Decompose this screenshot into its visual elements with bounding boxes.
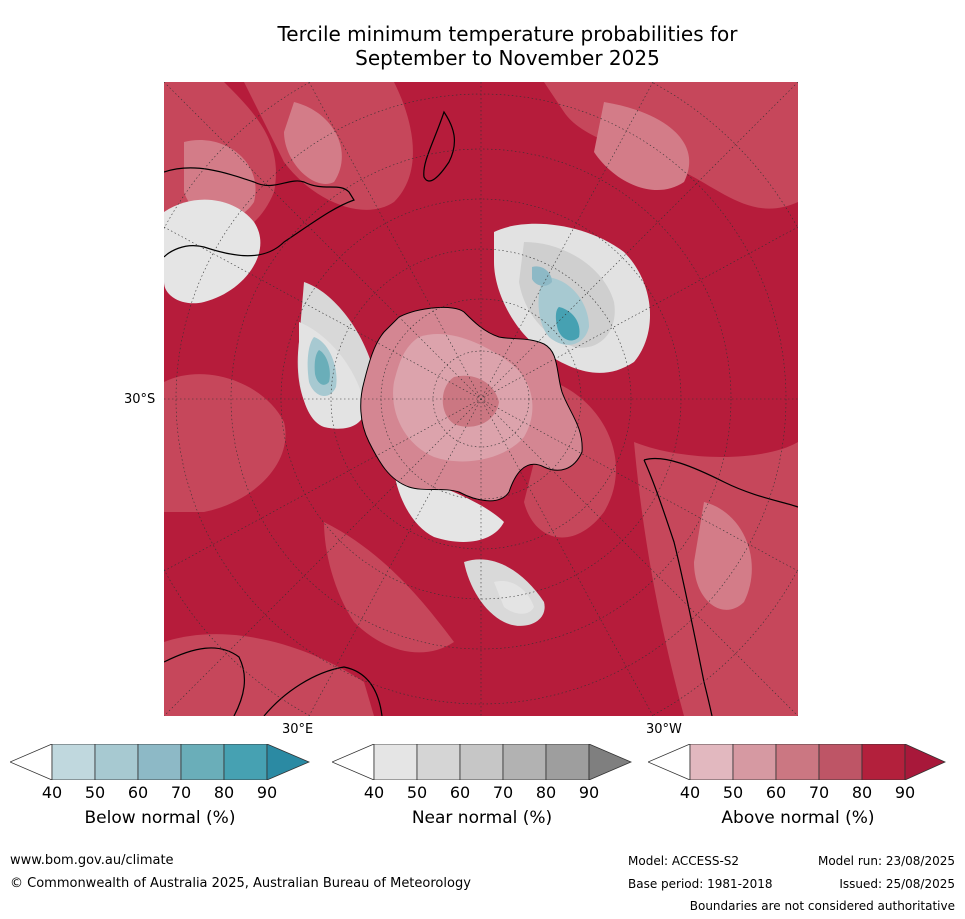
southern-africa-outline [263,666,383,716]
tick-label: 80 [213,783,235,802]
tick-label: 60 [449,783,471,802]
footer-base-period: Base period: 1981-2018 [628,877,773,891]
colorbar-below-normal [8,743,311,784]
tick-label: 80 [851,783,873,802]
footer-copyright: © Commonwealth of Australia 2025, Austra… [10,876,471,891]
footer-url[interactable]: www.bom.gov.au/climate [10,853,174,868]
australia-outline [164,167,355,258]
tick-label: 40 [679,783,701,802]
lon-label-30w: 30°W [646,722,682,737]
footer-model: Model: ACCESS-S2 [628,854,740,868]
south-america-outline [643,457,798,716]
colorbar-near-label: Near normal (%) [411,808,553,828]
title-line-2: September to November 2025 [355,46,660,70]
colorbar-near-normal [330,743,633,784]
tick-label: 40 [41,783,63,802]
tick-label: 70 [170,783,192,802]
tick-label: 90 [894,783,916,802]
footer-issued: Issued: 25/08/2025 [839,877,955,891]
new-zealand-outline [423,110,456,182]
colorbar-below-label: Below normal (%) [84,808,236,828]
tick-label: 70 [808,783,830,802]
tick-label: 50 [84,783,106,802]
footer-model-run: Model run: 23/08/2025 [817,854,955,868]
tick-label: 60 [127,783,149,802]
antarctica-landmass [360,307,583,502]
continent-outlines [164,110,798,716]
polar-map [164,82,798,716]
tick-label: 70 [492,783,514,802]
footer-disclaimer: Boundaries are not considered authoritat… [689,899,955,913]
colorbar-above-normal [646,743,948,784]
lon-label-30e: 30°E [282,722,314,737]
tick-label: 50 [722,783,744,802]
title-line-1: Tercile minimum temperature probabilitie… [277,22,738,46]
tick-label: 90 [256,783,278,802]
tick-label: 90 [578,783,600,802]
africa-outline [164,647,245,716]
lat-label-30s: 30°S [124,392,156,407]
colorbar-above-label: Above normal (%) [721,808,875,828]
tick-label: 40 [363,783,385,802]
map-title: Tercile minimum temperature probabilitie… [160,22,855,70]
tick-label: 80 [535,783,557,802]
tick-label: 60 [765,783,787,802]
tick-label: 50 [406,783,428,802]
graticule-lines [164,82,798,716]
